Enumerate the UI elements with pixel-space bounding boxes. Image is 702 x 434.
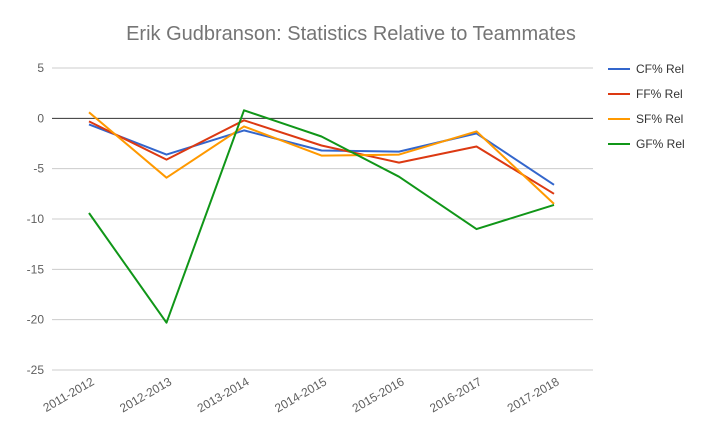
legend-label: SF% Rel: [636, 112, 683, 126]
y-tick-label: -10: [27, 212, 45, 226]
chart-title: Erik Gudbranson: Statistics Relative to …: [126, 23, 576, 45]
legend-label: CF% Rel: [636, 62, 684, 76]
y-tick-label: -5: [33, 162, 44, 176]
series-line-ff-rel: [88, 119, 555, 195]
series-line-gf-rel: [88, 109, 555, 324]
y-tick-label: 5: [37, 61, 44, 75]
gridlines: [52, 67, 593, 371]
series-line-sf-rel: [88, 111, 555, 205]
y-tick-label: 0: [37, 111, 44, 125]
y-tick-label: -25: [27, 363, 45, 377]
series-line-cf-rel: [88, 123, 555, 186]
y-axis-ticks: 5 0 -5 -10 -15 -20 -25: [27, 61, 45, 377]
legend-label: FF% Rel: [636, 87, 683, 101]
y-tick-label: -20: [27, 313, 45, 327]
legend: CF% Rel FF% Rel SF% Rel GF% Rel: [608, 62, 685, 151]
y-tick-label: -15: [27, 262, 45, 276]
legend-label: GF% Rel: [636, 137, 685, 151]
series-lines: [88, 109, 555, 324]
